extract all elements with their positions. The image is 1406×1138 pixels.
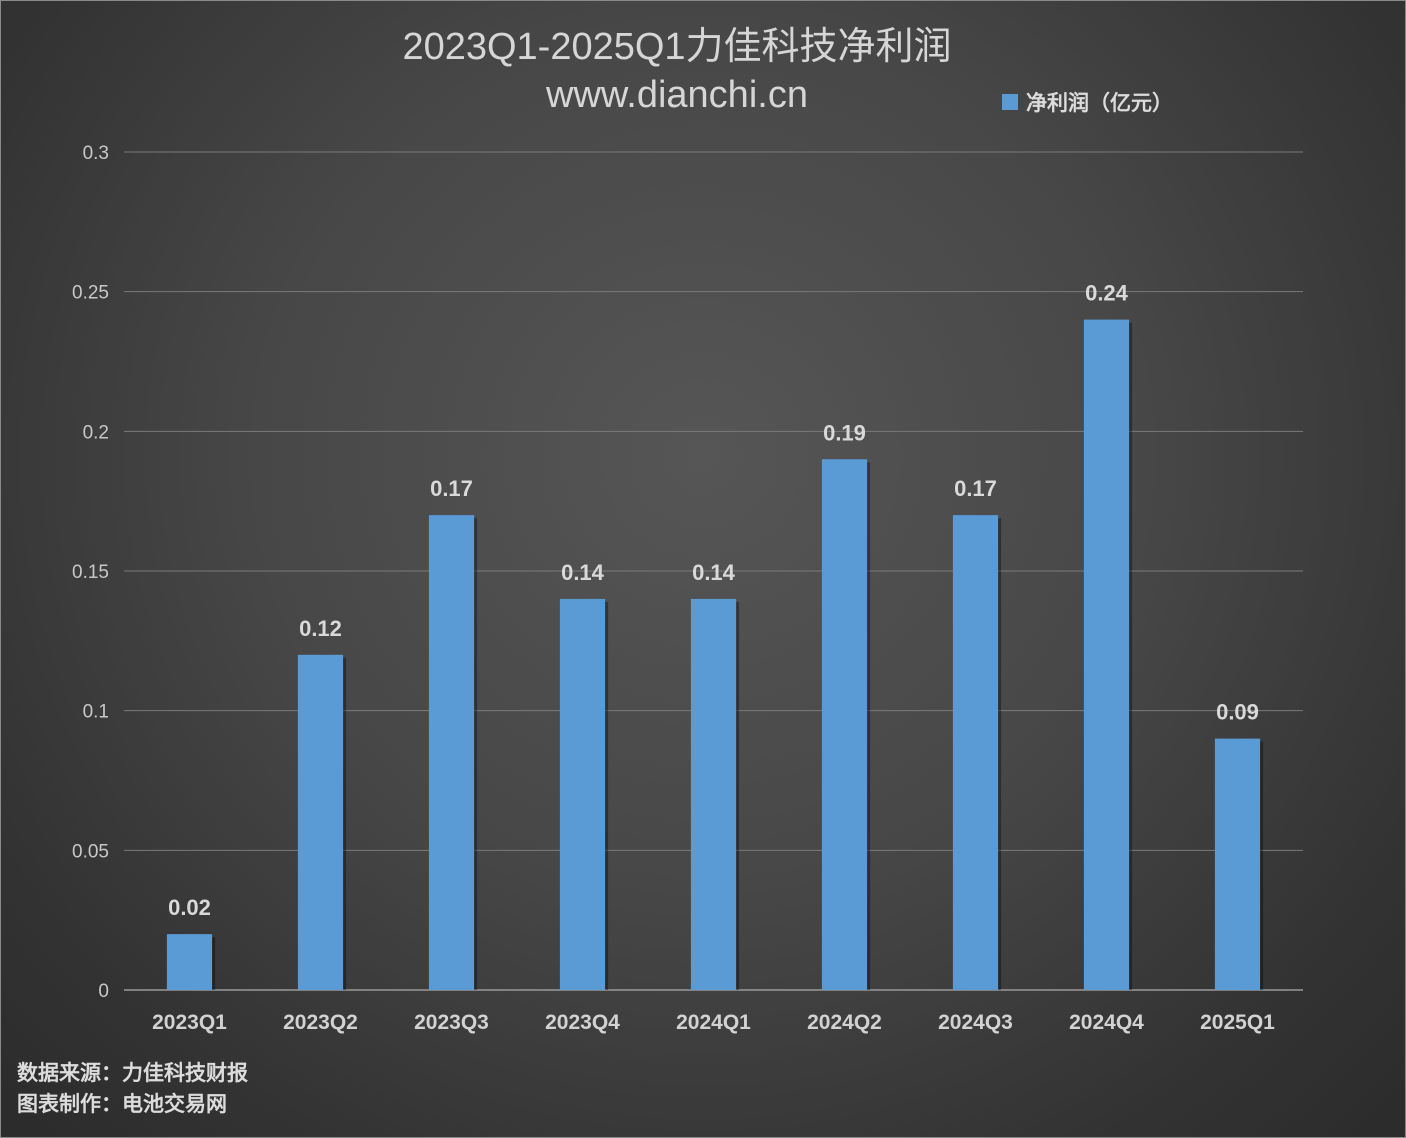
footer-maker: 图表制作：电池交易网 xyxy=(17,1093,227,1116)
data-label-2023Q1: 0.02 xyxy=(168,895,211,920)
legend-swatch xyxy=(1002,94,1018,110)
x-tick-label-2024Q4: 2024Q4 xyxy=(1069,1011,1144,1034)
bar-2023Q4 xyxy=(559,598,606,990)
bars xyxy=(166,319,1264,991)
y-tick-label: 0 xyxy=(98,981,109,1002)
chart-title: 2023Q1-2025Q1力佳科技净利润 xyxy=(402,26,951,68)
x-tick-label-2024Q3: 2024Q3 xyxy=(938,1011,1013,1034)
data-label-2024Q2: 0.19 xyxy=(823,420,866,445)
legend: 净利润（亿元） xyxy=(1002,91,1173,115)
data-label-2023Q4: 0.14 xyxy=(561,560,605,585)
bar-2023Q3 xyxy=(428,515,475,990)
data-label-2025Q1: 0.09 xyxy=(1216,700,1259,725)
y-tick-label: 0.2 xyxy=(83,422,109,443)
bar-2024Q4 xyxy=(1083,319,1130,991)
data-label-2023Q3: 0.17 xyxy=(430,476,473,501)
x-tick-label-2023Q3: 2023Q3 xyxy=(414,1011,489,1034)
legend-label: 净利润（亿元） xyxy=(1026,91,1173,115)
y-tick-label: 0.05 xyxy=(72,841,109,862)
y-tick-label: 0.3 xyxy=(83,143,109,164)
y-tick-label: 0.15 xyxy=(72,562,109,583)
x-tick-label-2023Q4: 2023Q4 xyxy=(545,1011,620,1034)
y-tick-label: 0.1 xyxy=(83,702,109,723)
chart-subtitle: www.dianchi.cn xyxy=(545,74,808,116)
x-tick-label-2025Q1: 2025Q1 xyxy=(1200,1011,1275,1034)
x-tick-label-2023Q1: 2023Q1 xyxy=(152,1011,227,1034)
y-axis-tick-labels: 0 0.05 0.1 0.15 0.2 0.25 0.3 xyxy=(72,143,109,1002)
x-tick-label-2024Q2: 2024Q2 xyxy=(807,1011,882,1034)
x-tick-label-2023Q2: 2023Q2 xyxy=(283,1011,358,1034)
bar-2024Q2 xyxy=(821,459,868,990)
x-axis-tick-labels: 2023Q1 2023Q2 2023Q3 2023Q4 2024Q1 2024Q2 2024… xyxy=(152,1011,1275,1034)
bar-2023Q2 xyxy=(297,654,344,990)
x-tick-label-2024Q1: 2024Q1 xyxy=(676,1011,751,1034)
data-label-2024Q3: 0.17 xyxy=(954,476,997,501)
data-label-2024Q4: 0.24 xyxy=(1085,281,1129,306)
data-label-2024Q1: 0.14 xyxy=(692,560,736,585)
data-labels: 0.02 0.12 0.17 0.14 0.14 0.19 0.17 0.24 0.09 xyxy=(168,281,1259,921)
y-tick-label: 0.25 xyxy=(72,283,109,304)
bar-2024Q3 xyxy=(952,515,999,990)
footer-source: 数据来源：力佳科技财报 xyxy=(17,1062,248,1085)
bar-2023Q1 xyxy=(166,934,213,990)
bar-2024Q1 xyxy=(690,598,737,990)
bar-2025Q1 xyxy=(1214,738,1261,990)
data-label-2023Q2: 0.12 xyxy=(299,616,342,641)
